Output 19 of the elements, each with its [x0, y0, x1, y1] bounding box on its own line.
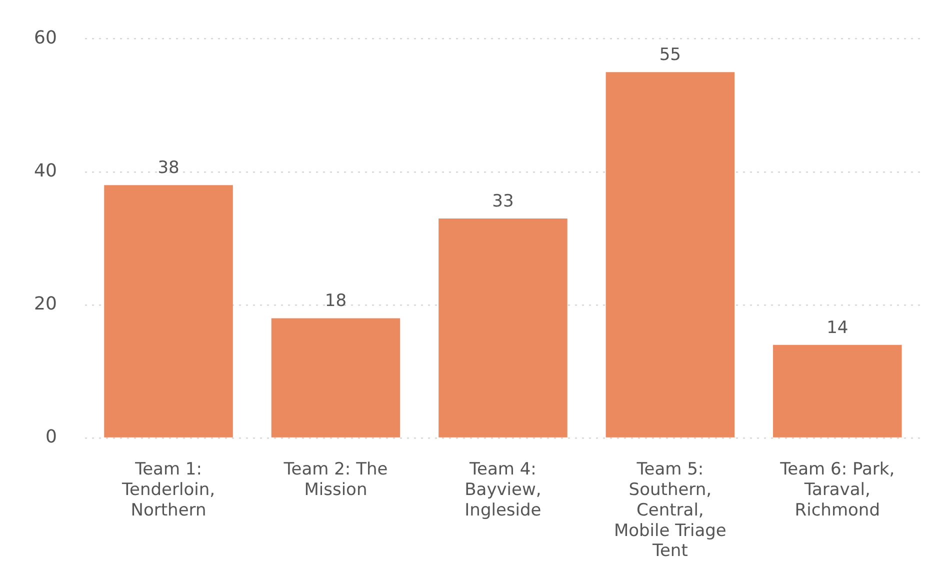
bar [271, 318, 400, 438]
x-tick-label: Team 2: The Mission [282, 460, 388, 500]
x-tick-label: Team 4: Bayview, Ingleside [464, 460, 542, 520]
bar [104, 185, 233, 438]
bar [773, 344, 902, 438]
data-label: 33 [492, 191, 514, 212]
x-tick-label: Team 1: Tenderloin, Northern [121, 460, 216, 520]
x-tick-label: Team 5: Southern, Central, Mobile Triage Tent [614, 460, 726, 562]
y-tick-label: 20 [34, 294, 57, 315]
y-tick-label: 0 [45, 426, 57, 448]
y-tick-label: 60 [34, 27, 57, 48]
bar [438, 218, 568, 438]
data-label: 38 [158, 158, 180, 178]
y-tick-label: 40 [34, 160, 57, 182]
data-label: 18 [324, 291, 347, 312]
x-tick-label: Team 6: Park, Taraval, Richmond [779, 460, 895, 520]
data-label: 14 [826, 318, 848, 338]
data-label: 55 [659, 44, 681, 65]
bar [606, 72, 735, 438]
